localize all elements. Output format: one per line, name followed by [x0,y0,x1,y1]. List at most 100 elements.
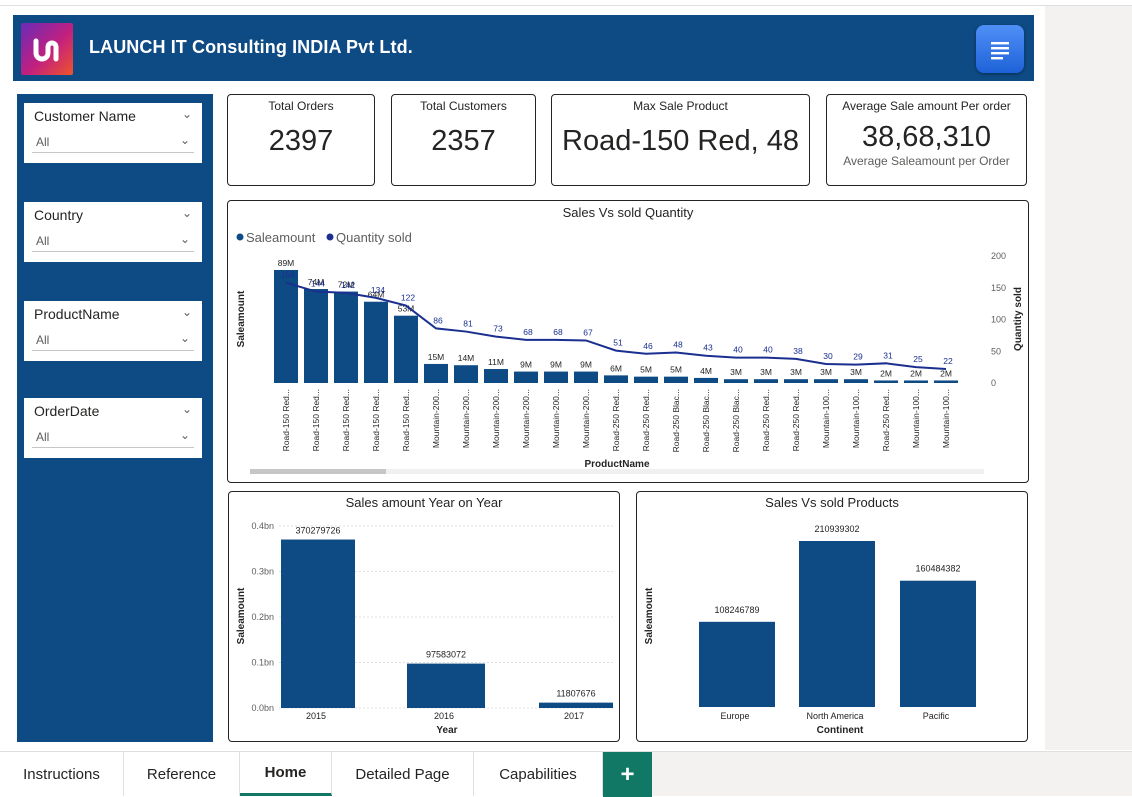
legend-marker [236,233,244,241]
bar [424,363,448,383]
line-data-label: 29 [853,352,863,362]
bar-data-label: 74M [308,277,325,287]
x-tick-label: Road-150 Red... [401,389,411,451]
line-data-label: 158 [281,270,295,280]
bar [484,369,508,383]
chart-sales-year-on-year[interactable]: Sales amount Year on Year Saleamount 0.4bn… [228,491,620,742]
chart-title: Sales Vs sold Products [765,495,899,510]
line-data-label: 38 [793,346,803,356]
x-tick-label: Mountain-200... [461,389,471,448]
company-name: LAUNCH IT Consulting INDIA Pvt Ltd. [89,37,413,57]
add-page-button[interactable]: + [603,752,652,797]
bar-data-label: 160484382 [915,564,960,574]
report-header: LAUNCH IT Consulting INDIA Pvt Ltd. [13,15,1034,81]
chevron-down-icon[interactable]: ⌄ [181,305,192,319]
yoy-chart-svg: Sales amount Year on Year Saleamount 0.4bn… [236,495,613,736]
slicer-value: All [36,135,50,149]
line-data-label: 48 [673,340,683,350]
slicer-dropdown[interactable]: All ⌄ [32,230,194,252]
x-tick-label: Mountain-100... [821,389,831,448]
x-tick-label: Road-250 Red... [611,389,621,451]
bar-data-label: 11807676 [556,689,595,699]
y2-tick-label: 50 [991,346,1001,356]
card-total-customers[interactable]: Total Customers 2357 [391,94,536,186]
y-axis-label: Saleamount [236,290,247,347]
x-axis-label: Year [436,725,457,736]
x-tick-label: Mountain-200... [491,389,501,448]
y-axis-label: Saleamount [236,587,247,644]
bar-data-label: 3M [850,367,862,377]
y-tick-label: 0.0bn [251,703,274,713]
x-tick-label: 2017 [564,711,584,721]
chevron-down-icon[interactable]: ⌄ [181,402,192,416]
chevron-down-icon[interactable]: ⌄ [179,133,190,147]
bar-data-label: 3M [730,367,742,377]
legend-marker [326,233,334,241]
slicer-customer-name[interactable]: Customer Name ⌄ All ⌄ [24,103,202,163]
bar [281,539,355,708]
card-value: 2357 [431,125,496,157]
card-title: Average Sale amount Per order [842,99,1011,113]
chevron-down-icon[interactable]: ⌄ [179,428,190,442]
x-tick-label: North America [806,711,863,721]
bar [904,380,928,383]
x-tick-label: Road-250 Blac... [731,389,741,452]
chevron-down-icon[interactable]: ⌄ [181,107,192,121]
bar [274,269,298,383]
chart-title: Sales amount Year on Year [346,495,504,510]
bar-data-label: 9M [520,360,532,370]
y2-axis-label: Quantity sold [1013,287,1024,351]
chart-title: Sales Vs sold Quantity [563,205,694,220]
card-max-sale-product[interactable]: Max Sale Product Road-150 Red, 48 [551,94,810,186]
y-tick-label: 0.3bn [251,567,274,577]
slicer-product-name[interactable]: ProductName ⌄ All ⌄ [24,301,202,361]
card-total-orders[interactable]: Total Orders 2397 [227,94,375,186]
bar [334,291,358,383]
slicer-title: Customer Name [34,108,136,124]
bar-data-label: 210939302 [814,524,859,534]
slicer-order-date[interactable]: OrderDate ⌄ All ⌄ [24,398,202,458]
bar [454,365,478,383]
y-axis-label: Saleamount [644,587,655,644]
chevron-down-icon[interactable]: ⌄ [181,206,192,220]
line-data-label: 86 [433,315,443,325]
bar [407,663,485,708]
bar [934,380,958,383]
tab-instructions[interactable]: Instructions [0,752,124,796]
quantity-sold-line [285,281,947,371]
line-data-label: 81 [463,319,473,329]
tab-capabilities[interactable]: Capabilities [474,752,603,796]
card-value: 2397 [268,125,334,157]
bar [304,289,328,383]
x-tick-label: Road-250 Red... [761,389,771,451]
tab-reference[interactable]: Reference [124,752,240,796]
document-icon[interactable] [976,25,1024,73]
x-tick-label: Mountain-100... [911,389,921,448]
bar [699,621,775,707]
line-data-label: 31 [883,350,893,360]
bar-data-label: 9M [580,360,592,370]
bar-data-label: 64M [368,290,385,300]
x-tick-label: Mountain-200... [581,389,591,448]
scrollbar-thumb [250,469,386,474]
bar-data-label: 3M [760,367,772,377]
chevron-down-icon[interactable]: ⌄ [179,232,190,246]
line-data-label: 134 [371,285,385,295]
bar-data-label: 2M [940,368,952,378]
slicer-dropdown[interactable]: All ⌄ [32,426,194,448]
tab-detailed-page[interactable]: Detailed Page [332,752,474,796]
bar [539,702,613,708]
line-data-label: 68 [523,327,533,337]
bar-data-label: 5M [640,365,652,375]
slicer-dropdown[interactable]: All ⌄ [32,329,194,351]
tab-home[interactable]: Home [240,752,332,796]
card-average-sale[interactable]: Average Sale amount Per order 38,68,310 … [826,94,1027,186]
slicer-dropdown[interactable]: All ⌄ [32,131,194,153]
bar-data-label: 2M [910,368,922,378]
chart-sales-vs-products[interactable]: Sales Vs sold Products Saleamount 10824678… [636,491,1028,742]
y2-tick-label: 100 [991,315,1006,325]
bar [694,377,718,383]
chart-sales-vs-quantity[interactable]: Sales Vs sold Quantity Saleamount Quantity… [227,200,1029,483]
slicer-country[interactable]: Country ⌄ All ⌄ [24,202,202,262]
chevron-down-icon[interactable]: ⌄ [179,331,190,345]
